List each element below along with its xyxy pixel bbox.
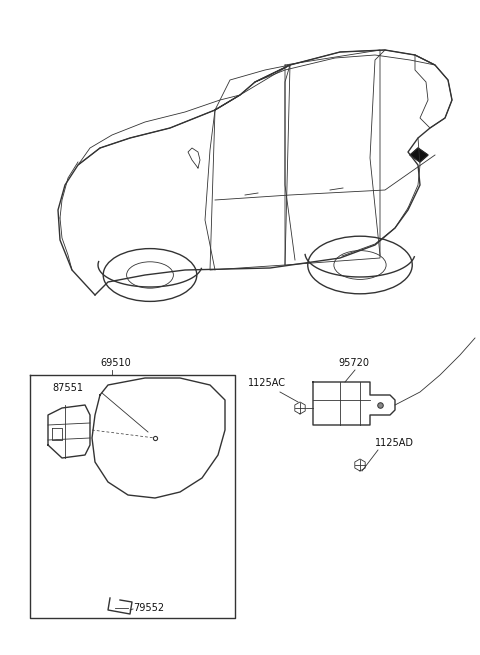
Polygon shape [410,148,428,162]
Text: 79552: 79552 [133,603,164,613]
Text: 87551: 87551 [52,383,83,393]
Text: 95720: 95720 [338,358,369,368]
Text: 69510: 69510 [100,358,131,368]
Text: 1125AD: 1125AD [375,438,414,448]
Text: 1125AC: 1125AC [248,378,286,388]
